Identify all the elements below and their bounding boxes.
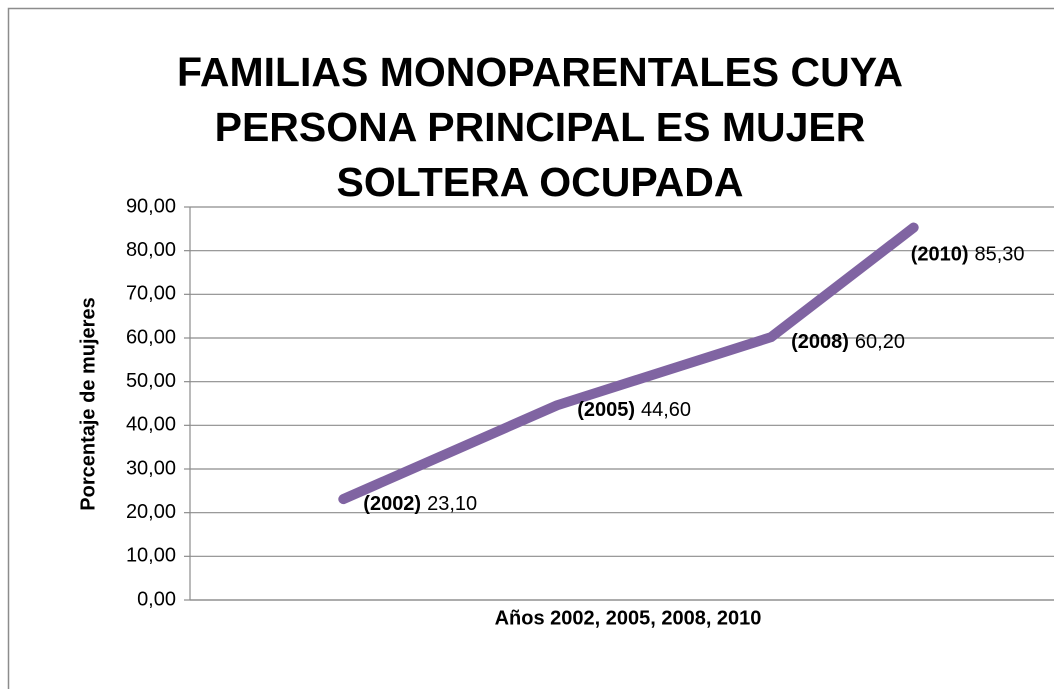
y-tick-label: 80,00 (126, 239, 176, 261)
chart-title: SOLTERA OCUPADA (337, 159, 744, 205)
y-tick-label: 90,00 (126, 195, 176, 217)
data-label: (2005) 44,60 (577, 400, 691, 422)
y-tick-label: 60,00 (126, 326, 176, 348)
y-tick-label: 40,00 (126, 414, 176, 436)
y-tick-label: 30,00 (126, 457, 176, 479)
chart-border (7, 7, 1054, 689)
data-label-value: 85,30 (975, 244, 1025, 266)
chart-title: FAMILIAS MONOPARENTALES CUYA (177, 49, 903, 95)
y-tick-label: 70,00 (126, 283, 176, 305)
y-axis-title: Porcentaje de mujeres (77, 297, 99, 510)
data-label-value: 23,10 (427, 493, 477, 515)
data-label-value: 60,20 (855, 331, 905, 353)
y-tick-label: 0,00 (137, 588, 176, 610)
data-label-category: (2005) (577, 400, 635, 422)
x-axis-title: Años 2002, 2005, 2008, 2010 (495, 607, 762, 629)
data-label: (2008) 60,20 (791, 331, 905, 353)
data-label-category: (2002) (363, 493, 421, 515)
data-label-category: (2010) (911, 244, 969, 266)
data-label-category: (2008) (791, 331, 849, 353)
chart-title: PERSONA PRINCIPAL ES MUJER (215, 104, 866, 150)
y-tick-label: 20,00 (126, 501, 176, 523)
data-label: (2010) 85,30 (911, 244, 1025, 266)
data-label-value: 44,60 (641, 400, 691, 422)
data-label: (2002) 23,10 (363, 493, 477, 515)
y-tick-label: 10,00 (126, 545, 176, 567)
y-tick-label: 50,00 (126, 370, 176, 392)
data-line (338, 222, 919, 505)
